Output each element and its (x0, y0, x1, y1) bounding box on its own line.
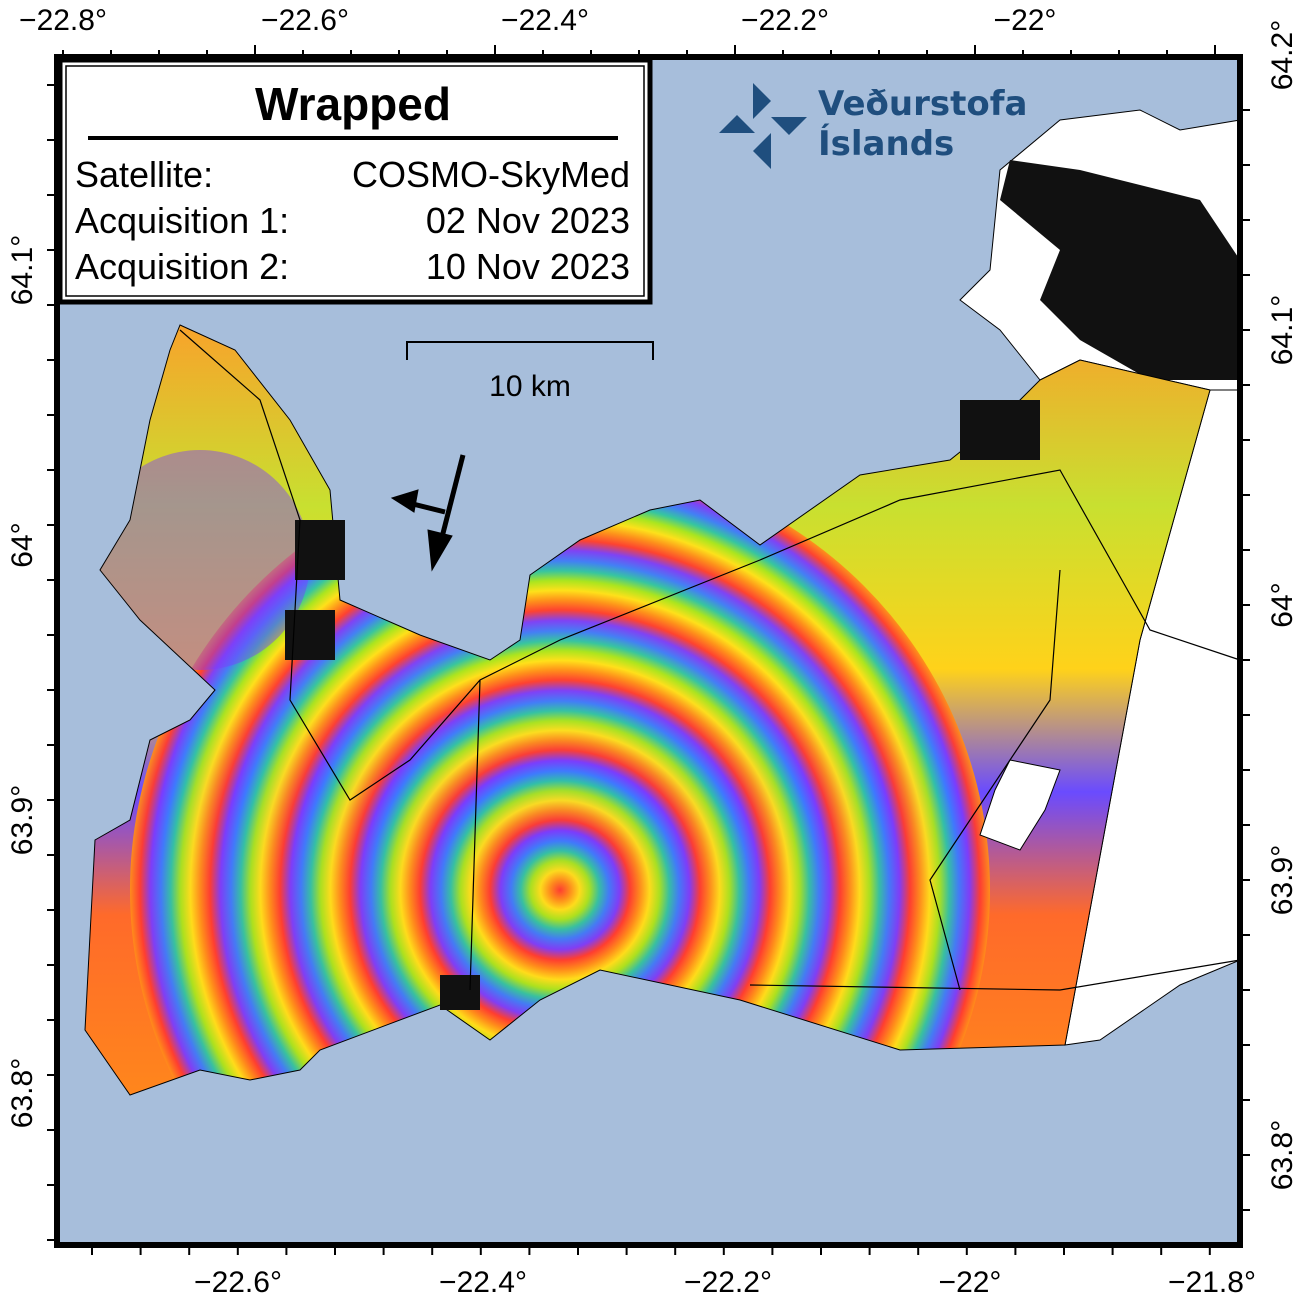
legend-box: Wrapped Satellite: COSMO-SkyMed Acquisit… (57, 57, 653, 305)
urban-area (1000, 160, 1240, 380)
tick-label: −22.6° (194, 1266, 282, 1299)
logo-line2: Íslands (818, 123, 954, 164)
tick-label: 64° (6, 522, 39, 567)
tick-label: 63.8° (6, 1058, 39, 1128)
tick-label: −22.2° (684, 1266, 772, 1299)
tick-label: 64° (1266, 582, 1296, 627)
legend-value: COSMO-SkyMed (352, 154, 630, 195)
legend-value: 10 Nov 2023 (426, 246, 630, 287)
tick-label: −22.6° (261, 4, 349, 37)
tick-label: −22° (939, 1266, 1002, 1299)
tick-label: −22.4° (439, 1266, 527, 1299)
tick-label: 64.2° (1266, 20, 1296, 90)
tick-label: −22.2° (741, 4, 829, 37)
map-frame (54, 54, 1243, 1248)
tick-label: −22° (994, 4, 1057, 37)
tick-label: 63.8° (1266, 1120, 1296, 1190)
lake (979, 759, 1061, 851)
logo-line1: Veðurstofa (818, 84, 1027, 124)
tick-label: −22.4° (501, 4, 589, 37)
tick-label: 63.9° (1266, 845, 1296, 915)
vedurstofa-logo: Veðurstofa Íslands (719, 83, 1027, 169)
scale-bar-label: 10 km (489, 370, 571, 403)
roads (179, 329, 1241, 991)
coastline (84, 324, 1211, 1096)
axis-ticks (47, 45, 1250, 1255)
tick-label: −21.8° (1168, 1266, 1256, 1299)
tick-label: 63.9° (6, 785, 39, 855)
scale-bar: 10 km (406, 341, 654, 403)
tick-label: −22.8° (19, 4, 107, 37)
tick-label: 64.1° (1266, 295, 1296, 365)
tick-label: 64.1° (6, 235, 39, 305)
left-axis-labels: 64.1° 64° 63.9° 63.8° (6, 235, 39, 1128)
bottom-axis-labels: −22.6° −22.4° −22.2° −22° −21.8° (194, 1266, 1256, 1299)
top-axis-labels: −22.8° −22.6° −22.4° −22.2° −22° (19, 4, 1056, 37)
legend-label: Satellite: (75, 154, 213, 195)
legend-value: 02 Nov 2023 (426, 200, 630, 241)
satellite-direction-arrows-icon (390, 454, 466, 572)
towns (285, 400, 1040, 1010)
legend-label: Acquisition 1: (75, 200, 289, 241)
legend-label: Acquisition 2: (75, 246, 289, 287)
legend-title: Wrapped (255, 78, 451, 130)
right-axis-labels: 64.2° 64.1° 64° 63.9° 63.8° (1266, 20, 1296, 1190)
